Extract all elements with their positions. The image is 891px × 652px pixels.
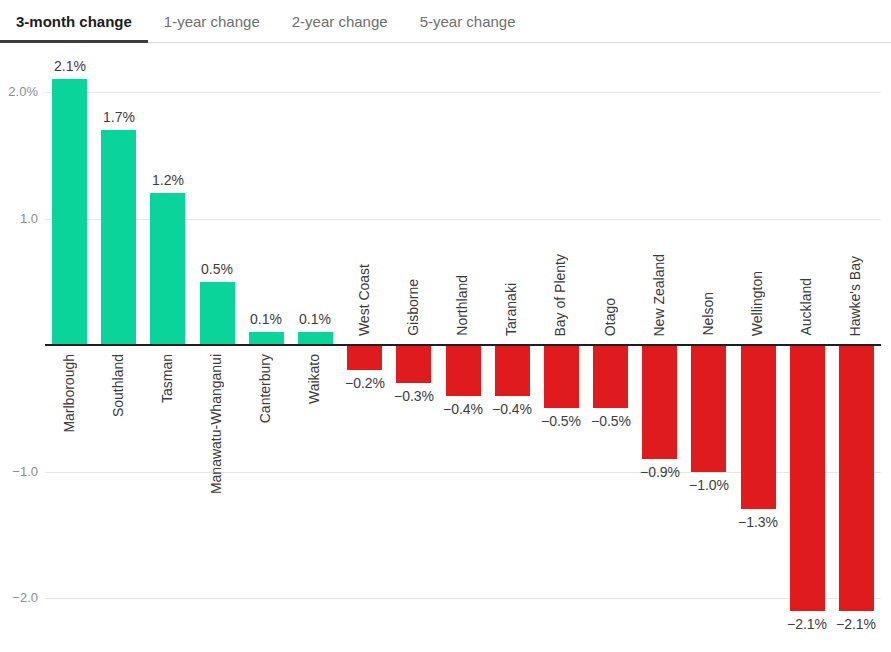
value-label: −1.0% (677, 477, 741, 493)
value-label: −1.3% (726, 514, 790, 530)
bar-auckland[interactable] (790, 345, 825, 611)
bar-nelson[interactable] (691, 345, 726, 472)
value-label: 0.5% (185, 261, 249, 277)
category-label: Wellington (749, 271, 766, 336)
category-label: Hawke's Bay (847, 256, 864, 336)
bar-west-coast[interactable] (347, 345, 382, 370)
regional-change-chart-widget: 3-month change 1-year change 2-year chan… (0, 0, 891, 652)
bar-hawke-s-bay[interactable] (839, 345, 874, 611)
tab-2-year-change[interactable]: 2-year change (276, 0, 404, 42)
category-label: Canterbury (257, 354, 274, 423)
bar-manawatu-whanganui[interactable] (200, 282, 235, 345)
category-label: Auckland (798, 278, 815, 336)
x-axis-line (45, 344, 881, 346)
category-label: Gisborne (405, 279, 422, 336)
bar-southland[interactable] (101, 130, 136, 345)
bar-taranaki[interactable] (495, 345, 530, 396)
category-label: Otago (602, 298, 619, 336)
value-label: 1.2% (136, 172, 200, 188)
value-label: −0.5% (579, 413, 643, 429)
y-gridline (45, 92, 881, 93)
value-label: 0.1% (283, 311, 347, 327)
y-axis-tick-label: −1.0 (0, 464, 38, 479)
y-gridline (45, 598, 881, 599)
category-label: Nelson (700, 292, 717, 336)
category-label: Northland (454, 275, 471, 336)
category-label: New Zealand (651, 254, 668, 337)
bar-marlborough[interactable] (52, 79, 87, 345)
value-label: 2.1% (38, 58, 102, 74)
category-label: Waikato (306, 354, 323, 404)
y-axis-tick-label: 2.0% (0, 84, 38, 99)
category-label: Taranaki (503, 283, 520, 336)
bar-chart-plot: 2.0% 1.0 −1.0 −2.0 2.1% Marlborough 1.7% Southl… (0, 43, 891, 652)
category-label: Marlborough (61, 354, 78, 433)
bar-bay-of-plenty[interactable] (544, 345, 579, 408)
bar-tasman[interactable] (150, 193, 185, 345)
tab-bar: 3-month change 1-year change 2-year chan… (0, 0, 891, 43)
category-label: Southland (110, 354, 127, 417)
tab-3-month-change[interactable]: 3-month change (0, 0, 148, 42)
category-label: Tasman (159, 354, 176, 403)
category-label: Manawatu-Whanganui (208, 354, 225, 494)
bar-northland[interactable] (446, 345, 481, 396)
bar-new-zealand[interactable] (642, 345, 677, 459)
bar-wellington[interactable] (741, 345, 776, 509)
category-label: Bay of Plenty (552, 254, 569, 337)
y-axis-tick-label: 1.0 (0, 211, 38, 226)
value-label: 1.7% (87, 109, 151, 125)
tab-1-year-change[interactable]: 1-year change (148, 0, 276, 42)
y-axis-tick-label: −2.0 (0, 590, 38, 605)
bar-otago[interactable] (593, 345, 628, 408)
value-label: −2.1% (824, 616, 888, 632)
bar-gisborne[interactable] (396, 345, 431, 383)
category-label: West Coast (356, 264, 373, 336)
tab-5-year-change[interactable]: 5-year change (404, 0, 532, 42)
